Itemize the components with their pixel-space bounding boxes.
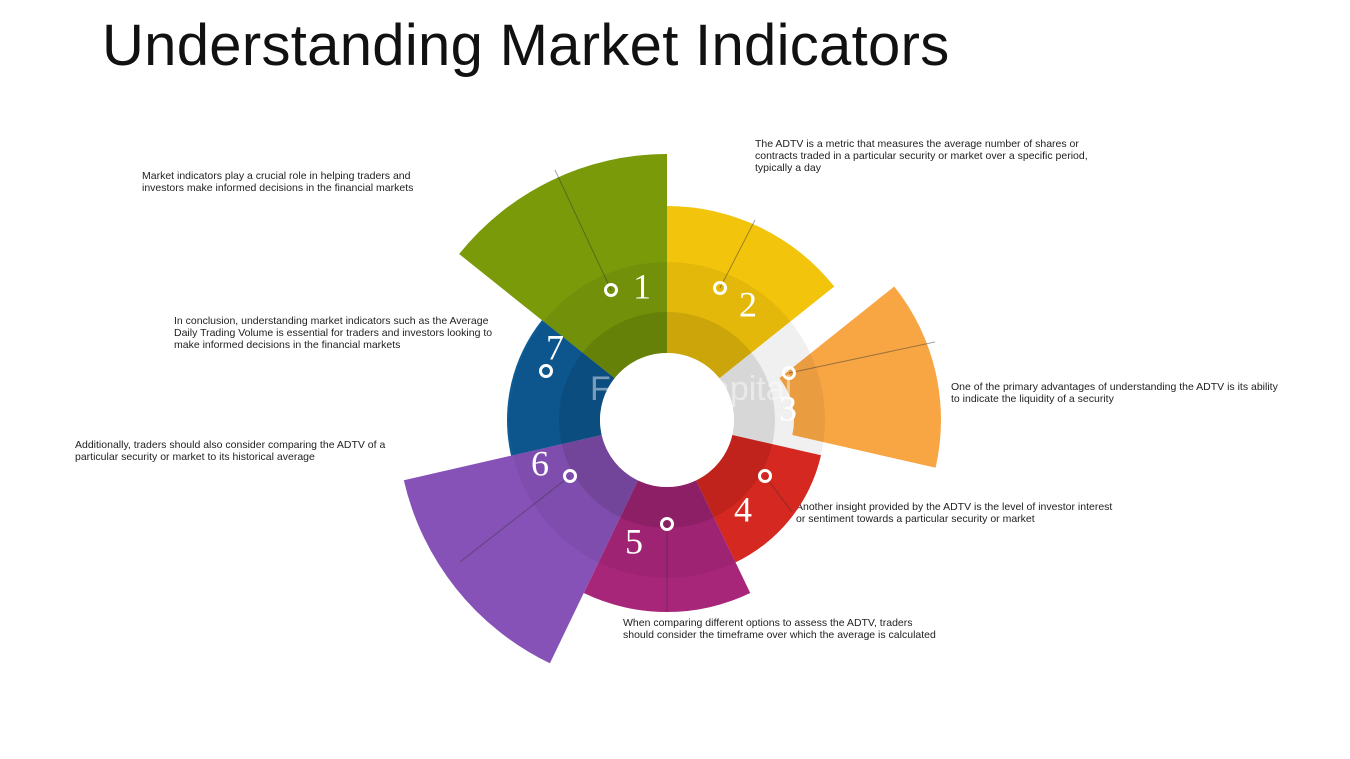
- segment-number-5: 5: [625, 521, 643, 561]
- sector-3-inner-ring: [719, 321, 826, 456]
- center-hole: [600, 353, 734, 487]
- sector-5-core-ring: [620, 480, 714, 529]
- sector-4: [696, 434, 822, 563]
- segment-number-2: 2: [739, 284, 757, 324]
- leader-lines: [459, 169, 936, 612]
- sector-3: [779, 286, 941, 468]
- leader-line-4: [764, 475, 793, 513]
- diagram-sectors: [403, 154, 941, 664]
- sector-4-core-ring: [696, 434, 773, 518]
- diagram-hub: [600, 353, 734, 487]
- leader-line-1: [554, 169, 612, 291]
- marker-1: [604, 283, 618, 297]
- segment-number-3: 3: [779, 388, 797, 428]
- sector-7: [507, 320, 615, 456]
- sector-2: [667, 206, 835, 379]
- marker-3: [782, 366, 796, 380]
- segment-1-description: Market indicators play a crucial role in…: [142, 170, 414, 194]
- leader-line-6: [459, 475, 571, 563]
- marker-5: [660, 517, 674, 531]
- sector-6: [403, 434, 638, 664]
- segment-number-7: 7: [546, 327, 564, 367]
- sector-5: [583, 480, 751, 612]
- sector-2-core-ring: [667, 312, 752, 379]
- segment-6-description: Additionally, traders should also consid…: [75, 439, 386, 463]
- sector-1-core-ring: [582, 312, 667, 379]
- segment-number-1: 1: [633, 266, 651, 306]
- segment-7-description: In conclusion, understanding market indi…: [174, 315, 493, 351]
- page-title: Understanding Market Indicators: [102, 13, 950, 78]
- watermark-text: FasterCapital: [590, 370, 792, 408]
- marker-2: [713, 281, 727, 295]
- segment-numbers: 1 2 3 4 5 6 7: [531, 266, 797, 561]
- segment-number-6: 6: [531, 443, 549, 483]
- segment-2-description: The ADTV is a metric that measures the a…: [755, 138, 1088, 174]
- marker-4: [758, 469, 772, 483]
- sector-1: [459, 154, 667, 379]
- sector-4-inner-ring: [696, 434, 822, 563]
- leader-line-3: [788, 341, 936, 374]
- sector-2-inner-ring: [667, 262, 791, 379]
- segment-4-description: Another insight provided by the ADTV is …: [796, 501, 1113, 525]
- sector-1-inner-ring: [543, 262, 667, 379]
- marker-6: [563, 469, 577, 483]
- sector-3-core-ring: [719, 352, 775, 445]
- segment-markers: [539, 281, 796, 531]
- leader-line-2: [719, 219, 756, 289]
- sector-7-core-ring: [558, 352, 615, 445]
- segment-5-description: When comparing different options to asse…: [623, 617, 936, 641]
- diagram-inner-shades: [509, 262, 826, 578]
- watermark: FasterCapital: [590, 370, 792, 408]
- sector-6-inner-ring: [512, 434, 638, 563]
- segment-number-4: 4: [734, 489, 752, 529]
- sector-6-core-ring: [561, 434, 638, 518]
- sector-7-inner-ring: [509, 321, 615, 456]
- marker-7: [539, 364, 553, 378]
- segment-3-description: One of the primary advantages of underst…: [951, 381, 1278, 405]
